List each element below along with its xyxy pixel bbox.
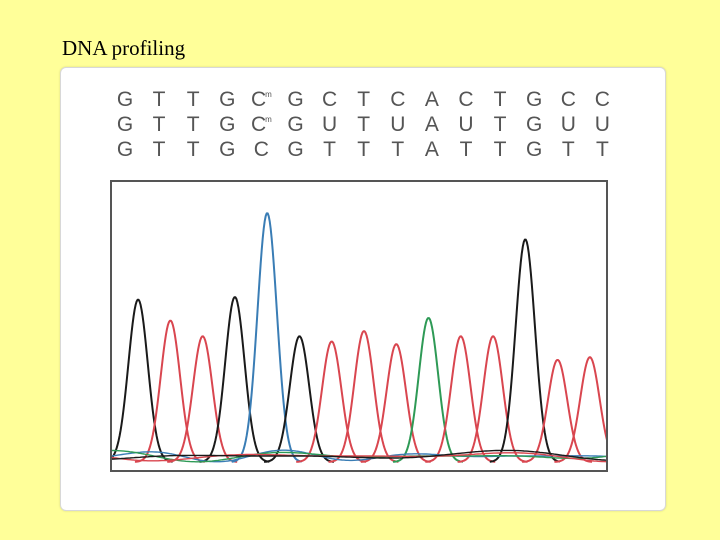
base-letter: Cm (250, 88, 272, 111)
base-letter: C (322, 88, 338, 111)
base-letter: G (287, 138, 304, 161)
base-letter: T (323, 138, 336, 161)
base-letter: G (526, 113, 543, 136)
base-letter: U (458, 113, 474, 136)
base-letter: T (186, 113, 200, 136)
base-letter: G (116, 88, 134, 111)
baseline-trace-red (112, 452, 606, 463)
slide-title: DNA profiling (62, 36, 186, 60)
base-letter: U (322, 113, 338, 136)
chromatogram (110, 180, 608, 472)
base-letter: C (594, 88, 610, 111)
base-letter: G (116, 113, 134, 136)
base-letter: A (424, 113, 439, 136)
peak-g-black (264, 335, 335, 463)
base-letter: T (186, 88, 200, 111)
base-letter: T (493, 138, 507, 161)
base-letter: T (152, 138, 166, 161)
base-letter: A (424, 138, 439, 161)
peak-g-black (112, 298, 173, 463)
base-letter: U (594, 113, 610, 136)
base-letter: A (424, 88, 439, 111)
peak-g-black (199, 296, 270, 463)
base-letter: T (152, 113, 166, 136)
base-letter: T (493, 113, 507, 136)
peak-t-red (328, 330, 399, 463)
base-letter: T (561, 138, 575, 161)
base-letter: C (560, 88, 576, 111)
base-letter: T (493, 88, 507, 111)
peak-g-black (489, 238, 560, 463)
base-letter: T (595, 138, 609, 161)
base-letter: T (357, 138, 371, 161)
base-letter: G (219, 88, 236, 111)
base-letter: T (357, 113, 371, 136)
base-letter: T (357, 88, 371, 111)
baseline-trace-black (112, 449, 606, 461)
chromatogram-traces (112, 212, 606, 463)
peak-c-blue (231, 212, 302, 463)
peak-a-green (392, 317, 464, 463)
base-letter: G (287, 88, 304, 111)
base-letter: T (391, 138, 405, 161)
base-letter: C (458, 88, 474, 111)
base-letter: G (526, 138, 543, 161)
base-letter: Cm (250, 113, 272, 136)
base-letter: G (219, 113, 236, 136)
base-letter: U (560, 113, 576, 136)
methylation-mark: m (265, 90, 272, 99)
base-letter: G (526, 88, 543, 111)
base-letter: G (219, 138, 236, 161)
base-letter: T (186, 138, 200, 161)
base-letter: T (459, 138, 473, 161)
methylation-mark: m (265, 115, 272, 124)
peak-t-red (522, 359, 593, 463)
base-letter: T (152, 88, 166, 111)
base-letter: C (253, 138, 269, 161)
base-letter: G (287, 113, 304, 136)
peak-t-red (457, 335, 528, 463)
base-letter: G (116, 138, 134, 161)
base-letter: U (390, 113, 406, 136)
base-letter: C (390, 88, 406, 111)
